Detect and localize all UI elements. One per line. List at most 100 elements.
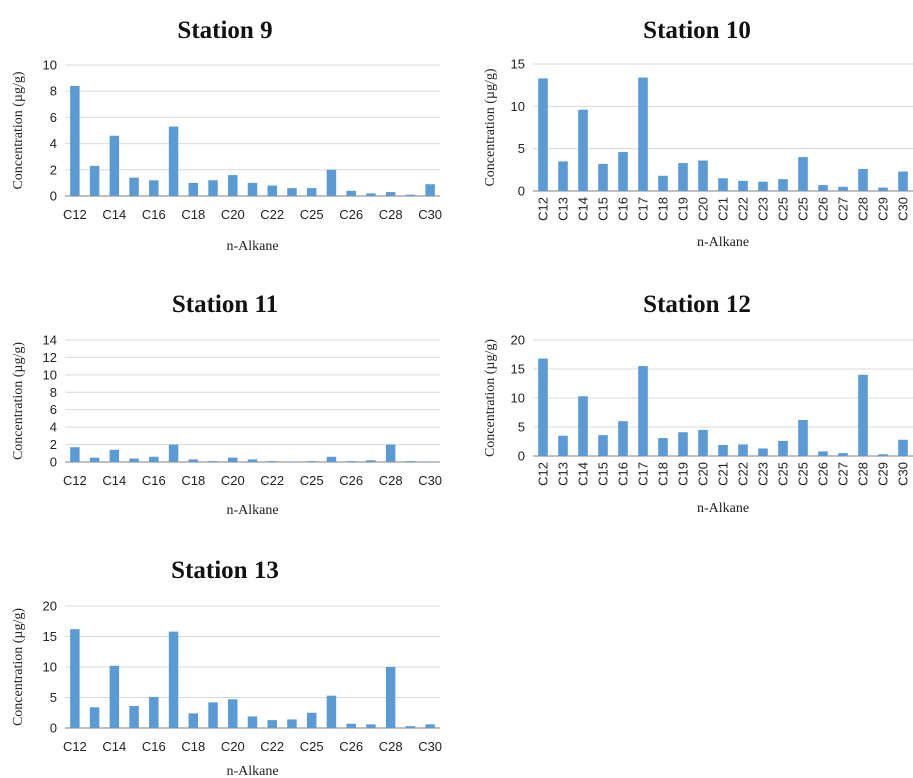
y-tick-label: 8 (50, 84, 57, 99)
x-tick-label: C13 (556, 197, 571, 221)
y-tick-label: 20 (511, 333, 525, 348)
bar-c30 (425, 184, 435, 196)
x-tick-label: C30 (418, 739, 442, 754)
x-tick-label: C22 (260, 207, 284, 222)
bar-c22 (267, 461, 277, 462)
y-tick-label: 15 (511, 57, 525, 72)
bar-c26 (346, 461, 356, 462)
chart-title: Station 10 (643, 17, 751, 44)
y-tick-label: 10 (511, 391, 525, 406)
x-tick-label: C12 (536, 462, 551, 486)
bar-c13 (89, 707, 100, 728)
x-tick-label: C30 (418, 207, 442, 222)
bar-c25 (306, 461, 317, 462)
x-tick-label: C15 (596, 462, 611, 486)
chart-panel-3: Station 11 0 2 4 6 8 10 12 14 C12 C14 C16 C18 C20 C22 C… (11, 291, 442, 518)
bar-c29 (405, 726, 416, 728)
chart-title: Station 12 (643, 291, 751, 318)
bar-c26 (346, 190, 356, 196)
x-tick-label: C25 (796, 197, 811, 221)
x-tick-label: C30 (418, 473, 442, 488)
x-tick-label: C18 (181, 739, 205, 754)
x-tick-label: C12 (63, 473, 87, 488)
x-tick-label: C25 (300, 207, 324, 222)
y-tick-label: 4 (50, 136, 57, 151)
bar-c23 (287, 719, 297, 728)
x-tick-label: C12 (63, 739, 87, 754)
x-tick-label: C27 (836, 462, 851, 486)
bar-c13 (89, 457, 100, 462)
bar-c16 (149, 456, 159, 462)
bar-c20 (228, 175, 238, 196)
bar-c22 (267, 185, 277, 196)
x-tick-label: C27 (836, 197, 851, 221)
x-tick-label: C12 (536, 197, 551, 221)
x-tick-label: C30 (896, 197, 911, 221)
y-tick-label: 0 (50, 455, 57, 470)
x-tick-label: C21 (716, 197, 731, 221)
x-tick-label: C26 (816, 462, 831, 486)
x-tick-label: C28 (856, 462, 871, 486)
bar-c28 (858, 168, 868, 191)
x-tick-label: C12 (63, 207, 87, 222)
bar-c18 (188, 182, 199, 196)
x-tick-label: C16 (616, 462, 631, 486)
x-tick-label: C25 (300, 739, 324, 754)
bar-c21 (718, 444, 728, 456)
x-tick-label: C23 (756, 462, 771, 486)
x-tick-label: C18 (181, 473, 205, 488)
x-tick-label: C25 (776, 197, 791, 221)
x-tick-label: C23 (756, 197, 771, 221)
bar-c14 (109, 665, 120, 728)
bar-c21 (247, 459, 258, 462)
chart-panel-4: Station 12 0 5 10 15 20 C12 C13 C14 C15 C16 C17 C18 C… (483, 291, 913, 516)
bar-c20 (228, 457, 238, 462)
x-tick-label: C18 (656, 197, 671, 221)
bar-c29 (405, 194, 416, 196)
bar-c20 (698, 160, 708, 191)
chart-title: Station 11 (172, 291, 278, 318)
y-tick-label: 5 (50, 690, 57, 705)
bar-c21 (718, 178, 728, 191)
bar-c20 (228, 699, 238, 728)
bar-c17 (168, 631, 179, 728)
bar-c16 (618, 152, 628, 191)
x-tick-label: C16 (142, 473, 166, 488)
bar-c15 (598, 163, 608, 191)
bar-c27 (366, 460, 376, 462)
y-axis-title: Concentration (µg/g) (11, 71, 26, 189)
bar-c26 (818, 451, 828, 456)
bar-c12 (70, 629, 80, 728)
y-tick-label: 14 (43, 333, 57, 348)
bar-c15 (598, 435, 608, 456)
y-tick-label: 2 (50, 437, 57, 452)
x-tick-label: C16 (616, 197, 631, 221)
x-tick-label: C14 (576, 197, 591, 221)
bar-c25 (798, 157, 808, 191)
y-tick-label: 2 (50, 162, 57, 177)
y-tick-label: 0 (50, 721, 57, 736)
x-tick-label: C22 (736, 197, 751, 221)
bar-c14 (578, 109, 588, 191)
x-axis-title: n-Alkane (226, 503, 278, 518)
bar-c14 (109, 449, 120, 462)
x-tick-label: C26 (339, 473, 363, 488)
x-tick-label: C21 (716, 462, 731, 486)
bar-c19 (208, 461, 218, 462)
bar-c13 (558, 161, 568, 191)
bar-c30 (898, 171, 908, 191)
chart-panel-5: Station 13 0 5 10 15 20 C12 C14 C16 C18 C20 C22 C25 C… (11, 557, 442, 778)
x-axis-title: n-Alkane (226, 239, 278, 254)
x-tick-label: C20 (221, 739, 245, 754)
x-axis-title: n-Alkane (697, 501, 749, 516)
y-tick-label: 0 (518, 449, 525, 464)
chart-title: Station 9 (177, 17, 272, 44)
y-axis-title: Concentration (µg/g) (11, 608, 26, 726)
x-tick-label: C16 (142, 739, 166, 754)
bar-c19 (208, 180, 218, 196)
x-tick-label: C15 (596, 197, 611, 221)
bar-c27 (366, 724, 376, 728)
bar-c25 (326, 456, 337, 462)
chart-title: Station 13 (171, 557, 279, 584)
y-tick-label: 10 (43, 660, 57, 675)
